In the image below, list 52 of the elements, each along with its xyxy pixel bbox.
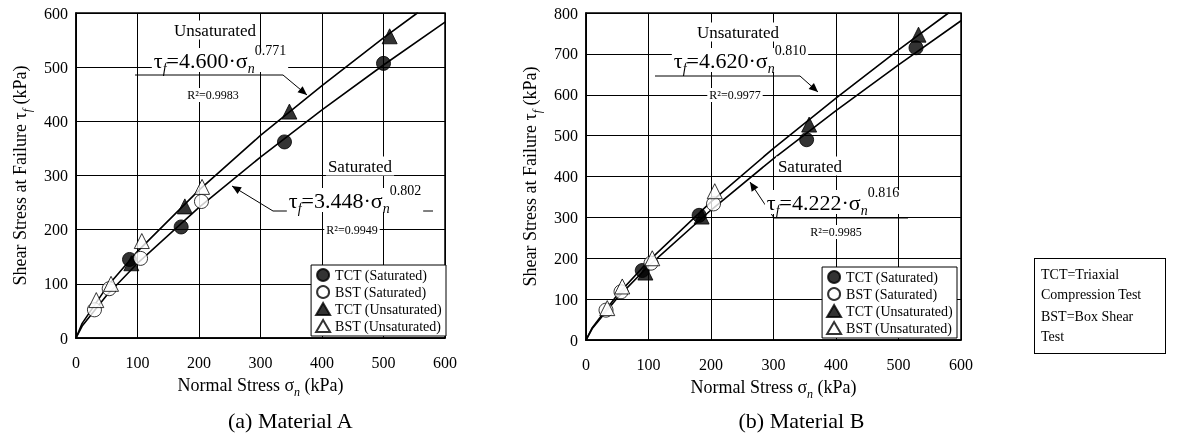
text: TCT=Triaxial Compression Test	[1041, 266, 1143, 304]
y-tick-label: 0	[60, 329, 68, 347]
y-tick-label: 200	[44, 221, 68, 239]
annotation: R²=0.9949	[326, 223, 378, 237]
x-tick-label: 500	[371, 353, 396, 371]
annotation: R²=0.9983	[187, 88, 239, 102]
legend-label: BST (Unsaturated)	[846, 320, 953, 337]
legend-label: TCT (Unsaturated)	[846, 303, 954, 320]
text: BST=Box Shear Test	[1041, 308, 1135, 346]
y-tick-label: 100	[44, 275, 68, 293]
y-tick-label: 0	[570, 331, 578, 349]
x-tick-label: 0	[582, 355, 590, 373]
y-tick-label: 200	[554, 249, 578, 267]
x-tick-label: 400	[310, 353, 334, 371]
legend-label: BST (Saturated)	[846, 286, 938, 303]
y-axis-title: Shear Stress at Failure τf (kPa)	[10, 65, 35, 286]
annotation: Unsaturated	[696, 22, 780, 42]
y-tick-label: 100	[554, 290, 578, 308]
y-tick-label: 800	[554, 4, 578, 22]
y-tick-label: 700	[554, 45, 578, 63]
y-tick-label: 500	[44, 58, 68, 76]
x-tick-label: 400	[824, 355, 848, 373]
x-tick-label: 100	[125, 353, 150, 371]
y-tick-label: 300	[44, 167, 68, 184]
y-tick-label: 500	[554, 127, 578, 145]
annotation: Saturated	[327, 156, 393, 176]
annotation: R²=0.9985	[810, 225, 862, 239]
annotation: Saturated	[777, 156, 843, 176]
x-tick-label: 0	[72, 353, 80, 371]
x-tick-label: 600	[433, 353, 457, 371]
x-tick-label: 300	[248, 353, 273, 371]
y-tick-label: 400	[554, 168, 578, 185]
text: (b) Material B	[738, 407, 865, 433]
legend-label: TCT (Saturated)	[846, 269, 939, 286]
annotation: R²=0.9977	[709, 88, 761, 102]
x-tick-label: 600	[949, 355, 973, 373]
x-tick-label: 300	[761, 355, 786, 373]
annotation: Unsaturated	[173, 20, 257, 40]
y-tick-label: 300	[554, 208, 578, 226]
y-axis-title: Shear Stress at Failure τf (kPa)	[520, 66, 545, 287]
x-tick-label: 200	[187, 353, 211, 371]
x-tick-label: 200	[699, 355, 723, 373]
y-tick-label: 600	[554, 86, 578, 104]
y-tick-label: 400	[44, 112, 68, 130]
x-tick-label: 100	[636, 355, 661, 373]
legend-label: BST (Unsaturated)	[335, 318, 442, 335]
legend-label: TCT (Saturated)	[335, 267, 428, 284]
x-tick-label: 500	[886, 355, 911, 373]
y-tick-label: 600	[44, 4, 68, 22]
text: (a) Material A	[228, 407, 353, 433]
legend-label: BST (Saturated)	[335, 284, 427, 301]
legend-label: TCT (Unsaturated)	[335, 301, 443, 318]
